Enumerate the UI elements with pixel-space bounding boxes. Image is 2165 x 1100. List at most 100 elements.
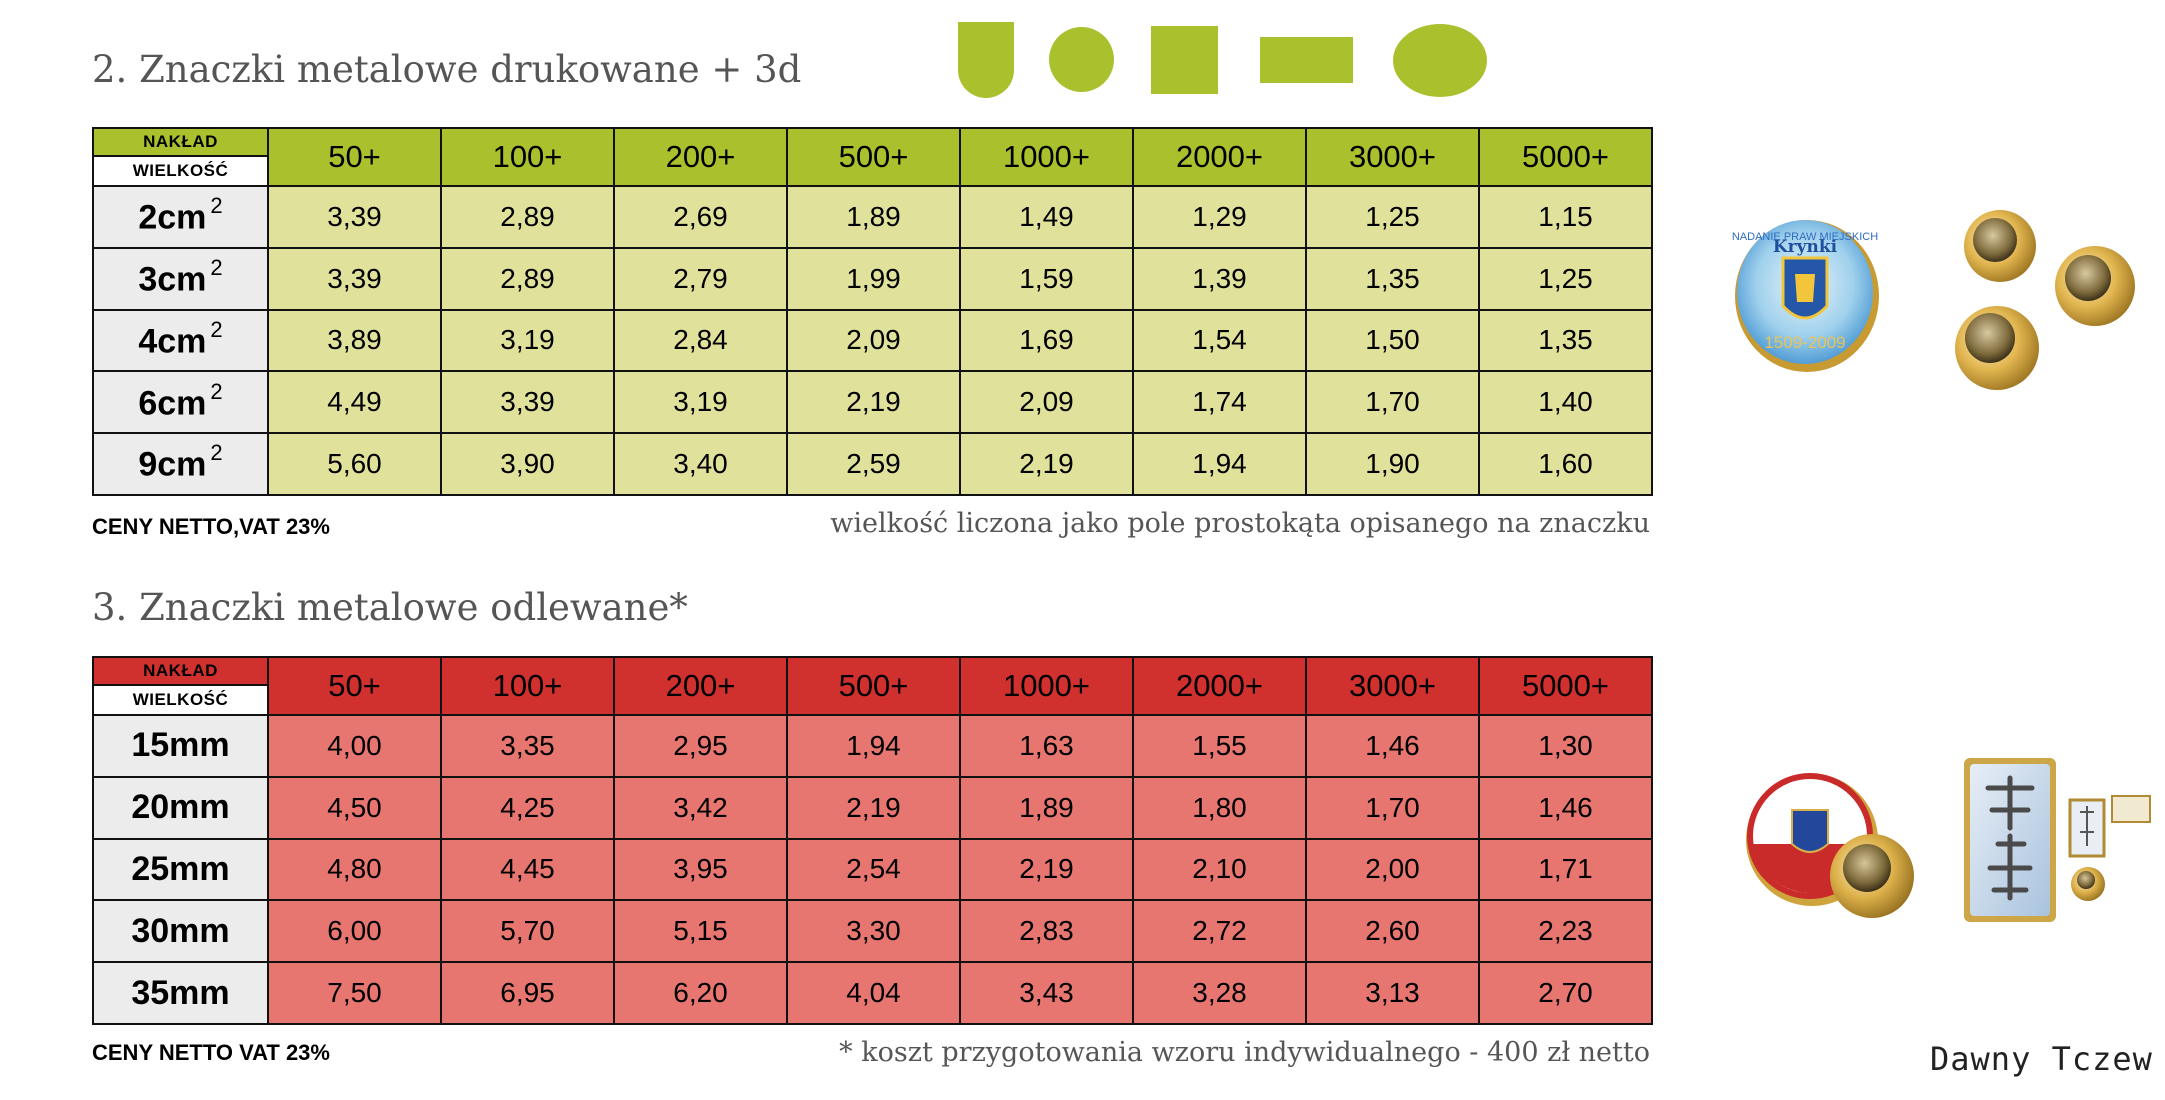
price-cell: 1,63 [959, 714, 1134, 778]
red-white-pin-icon [1746, 773, 1914, 918]
size-cell: 3cm 2 [92, 246, 269, 311]
price-cell: 1,54 [1132, 308, 1307, 373]
price-cell: 6,95 [440, 961, 615, 1025]
quantity-header: 2000+ [1132, 656, 1307, 716]
price-cell: 3,35 [440, 714, 615, 778]
price-cell: 3,43 [959, 961, 1134, 1025]
price-table-printed: NAKŁAD 50+ 100+ 200+ 500+ 1000+ 2000+ 30… [92, 127, 1653, 496]
table-row: 6cm 2 4,49 3,39 3,19 2,19 2,09 1,74 1,70 … [92, 370, 1653, 435]
price-cell: 2,60 [1305, 899, 1480, 964]
price-cell: 3,90 [440, 432, 615, 496]
table-row: 25mm 4,80 4,45 3,95 2,54 2,19 2,10 2,00 … [92, 837, 1653, 902]
price-cell: 1,35 [1305, 246, 1480, 311]
size-exponent: 2 [210, 316, 223, 342]
price-cell: 1,74 [1132, 370, 1307, 435]
price-cell: 3,28 [1132, 961, 1307, 1025]
price-cell: 1,35 [1478, 308, 1653, 373]
price-cell: 1,15 [1478, 185, 1653, 249]
price-cell: 3,19 [440, 308, 615, 373]
price-cell: 3,39 [267, 246, 442, 311]
price-cell: 4,80 [267, 837, 442, 902]
size-exponent: 2 [210, 255, 223, 281]
quantity-header: 500+ [786, 656, 961, 716]
badge-years: 1509-2009 [1764, 333, 1845, 352]
size-label: 3cm [138, 260, 207, 299]
size-explanation-note: wielkość liczona jako pole prostokąta op… [830, 508, 1650, 539]
price-cell: 3,40 [613, 432, 788, 496]
price-cell: 2,00 [1305, 837, 1480, 902]
badge-shape-square-icon [1151, 26, 1218, 94]
price-cell: 4,04 [786, 961, 961, 1025]
price-cell: 7,50 [267, 961, 442, 1025]
price-cell: 2,54 [786, 837, 961, 902]
price-cell: 1,25 [1305, 185, 1480, 249]
price-cell: 3,95 [613, 837, 788, 902]
price-cell: 1,71 [1478, 837, 1653, 902]
quantity-header: 3000+ [1305, 127, 1480, 187]
price-cell: 2,19 [959, 432, 1134, 496]
table-row: 9cm 2 5,60 3,90 3,40 2,59 2,19 1,94 1,90 … [92, 432, 1653, 496]
size-cell: 30mm [92, 899, 269, 964]
header-label-quantity: NAKŁAD [92, 127, 269, 157]
badge-shape-rectangle-icon [1260, 37, 1353, 83]
badge-shape-oval-icon [1393, 24, 1487, 97]
size-label: 9cm [138, 445, 207, 484]
price-cell: 4,00 [267, 714, 442, 778]
price-cell: 1,29 [1132, 185, 1307, 249]
price-cell: 2,89 [440, 185, 615, 249]
blue-pin-icon: Krynki NADANIE PRAW MIEJSKICH 1509-2009 [1732, 220, 1879, 372]
price-cell: 2,19 [959, 837, 1134, 902]
price-cell: 2,83 [959, 899, 1134, 964]
price-cell: 1,30 [1478, 714, 1653, 778]
table-row: 20mm 4,50 4,25 3,42 2,19 1,89 1,80 1,70 … [92, 775, 1653, 840]
size-cell: 4cm 2 [92, 308, 269, 373]
size-cell: 35mm [92, 961, 269, 1025]
price-cell: 2,09 [786, 308, 961, 373]
price-table-cast: NAKŁAD 50+ 100+ 200+ 500+ 1000+ 2000+ 30… [92, 656, 1653, 1025]
quantity-header: 2000+ [1132, 127, 1307, 187]
gold-pin-backs-icon [1955, 210, 2135, 390]
price-cell: 6,20 [613, 961, 788, 1025]
price-cell: 4,45 [440, 837, 615, 902]
size-label: 6cm [138, 383, 207, 422]
badge-shape-u-icon [958, 22, 1014, 98]
price-cell: 1,80 [1132, 775, 1307, 840]
section-title-cast: 3. Znaczki metalowe odlewane* [92, 586, 688, 629]
size-exponent: 2 [210, 440, 223, 466]
quantity-header: 100+ [440, 656, 615, 716]
size-cell: 9cm 2 [92, 432, 269, 496]
price-cell: 2,84 [613, 308, 788, 373]
quantity-header: 3000+ [1305, 656, 1480, 716]
price-cell: 2,79 [613, 246, 788, 311]
price-cell: 2,23 [1478, 899, 1653, 964]
table-header-row: WIELKOŚĆ [92, 684, 1652, 716]
table-header-row: WIELKOŚĆ [92, 155, 1652, 187]
header-label-size: WIELKOŚĆ [92, 684, 269, 716]
badge-town-name: Krynki [1773, 237, 1838, 257]
price-cell: 4,25 [440, 775, 615, 840]
price-cell: 1,39 [1132, 246, 1307, 311]
header-label-quantity: NAKŁAD [92, 656, 269, 686]
cast-pin-photo [1720, 748, 2160, 938]
price-cell: 5,70 [440, 899, 615, 964]
price-cell: 1,90 [1305, 432, 1480, 496]
size-cell: 15mm [92, 714, 269, 778]
quantity-header: 1000+ [959, 127, 1134, 187]
size-cell: 6cm 2 [92, 370, 269, 435]
price-cell: 2,72 [1132, 899, 1307, 964]
rectangular-calligraphy-pin-icon [1964, 758, 2151, 922]
quantity-header: 5000+ [1478, 127, 1653, 187]
price-cell: 1,46 [1305, 714, 1480, 778]
signature-watermark: Dawny Tczew [1930, 1040, 2153, 1078]
price-cell: 1,60 [1478, 432, 1653, 496]
price-cell: 2,19 [786, 775, 961, 840]
table-row: 4cm 2 3,89 3,19 2,84 2,09 1,69 1,54 1,50 … [92, 308, 1653, 373]
design-cost-note: * koszt przygotowania wzoru indywidualne… [839, 1037, 1650, 1068]
price-cell: 2,59 [786, 432, 961, 496]
printed-pin-photo: Krynki NADANIE PRAW MIEJSKICH 1509-2009 [1695, 178, 2155, 425]
price-cell: 1,59 [959, 246, 1134, 311]
price-cell: 2,09 [959, 370, 1134, 435]
size-cell: 20mm [92, 775, 269, 840]
section-title-printed: 2. Znaczki metalowe drukowane + 3d [92, 48, 802, 91]
quantity-header: 5000+ [1478, 656, 1653, 716]
